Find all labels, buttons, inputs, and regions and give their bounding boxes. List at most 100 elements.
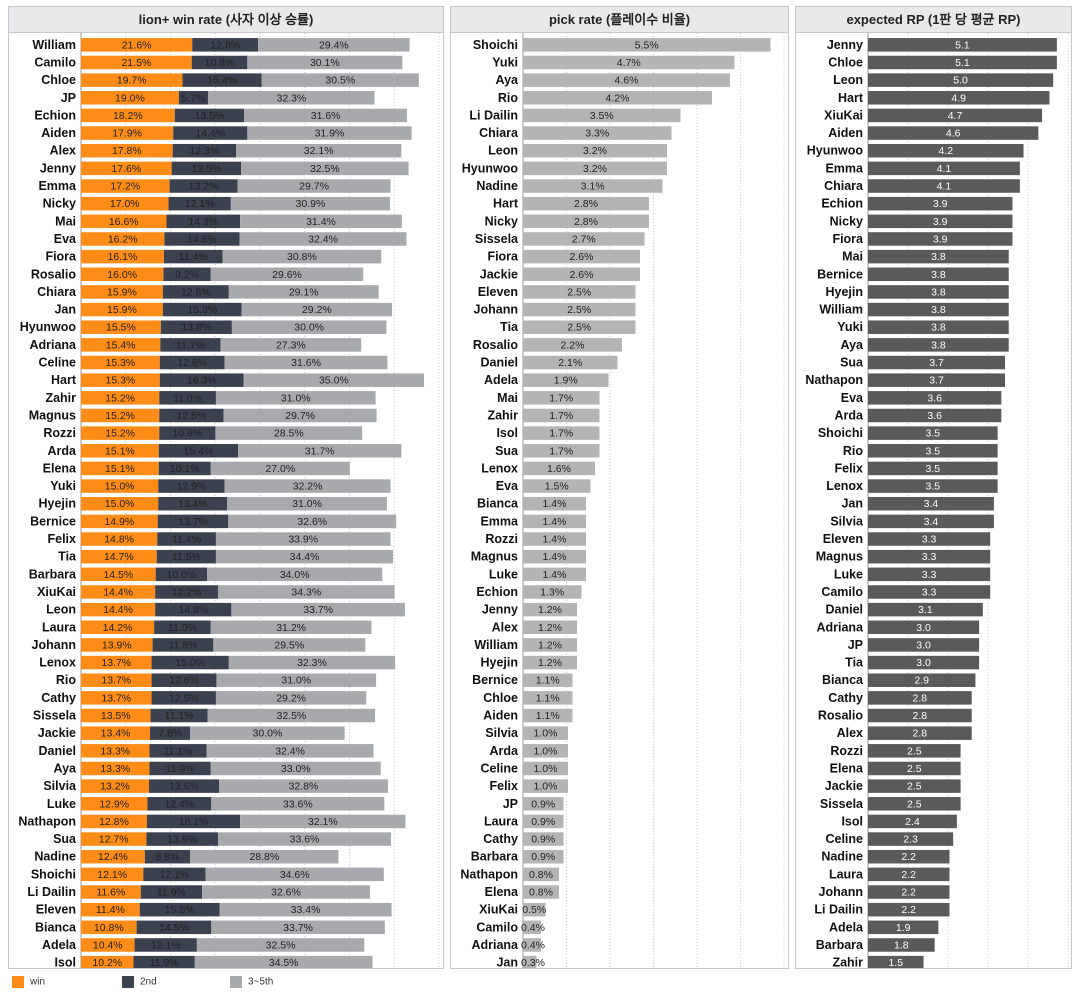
data-label: 17.2%: [110, 181, 140, 193]
bar-expected-rp-zahir: [868, 955, 924, 968]
expected-rp-panel: expected RP (1판 당 평균 RP) Jenny 5.1 Chloe 5.…: [795, 6, 1072, 969]
bar-pick-rate-camilo: [523, 920, 541, 935]
data-label: 3.3: [922, 534, 937, 546]
data-label: 12.8%: [210, 39, 240, 51]
data-label: 2.7%: [572, 233, 596, 245]
category-label: Arda: [835, 408, 865, 422]
data-label: 13.7%: [101, 692, 131, 704]
category-label: XiuKai: [37, 585, 76, 599]
data-label: 16.3%: [187, 375, 217, 387]
data-label: 13.3%: [100, 745, 130, 757]
data-label: 29.6%: [272, 269, 302, 281]
data-label: 13.4%: [178, 498, 208, 510]
data-label: 0.9%: [531, 834, 555, 846]
pick-rate-panel: pick rate (플레이수 비율) Shoichi 5.5% Yuki 4.7% A…: [450, 6, 789, 969]
data-label: 4.2: [938, 145, 953, 157]
data-label: 1.4%: [543, 551, 567, 563]
data-label: 13.7%: [101, 657, 131, 669]
bar-pick-rate-rio: [523, 91, 712, 105]
category-label: Bernice: [817, 267, 863, 281]
data-label: 32.2%: [293, 481, 323, 493]
data-label: 2.1%: [558, 357, 582, 369]
bar-pick-rate-laura: [523, 814, 564, 829]
bar-2nd-magnus: [159, 408, 224, 423]
bar-expected-rp-jan: [868, 496, 994, 511]
bar-2nd-felix: [157, 532, 216, 546]
bar-pick-rate-hart: [523, 196, 649, 211]
bar-expected-rp-william: [868, 302, 1009, 317]
data-label: 2.2: [901, 869, 916, 881]
category-label: Li Dailin: [27, 885, 76, 899]
category-label: Luke: [489, 567, 518, 581]
data-label: 18.2%: [113, 110, 143, 122]
category-label: Isol: [54, 956, 76, 968]
bar-2nd-rosalio: [163, 267, 211, 282]
category-label: Bianca: [35, 920, 77, 934]
data-label: 13.9%: [167, 834, 197, 846]
bar-3-5th-rosalio: [210, 267, 364, 282]
bar-2nd-lenox: [151, 655, 229, 670]
data-label: 32.1%: [304, 145, 334, 157]
bar-3-5th-eleven: [219, 902, 392, 917]
bar-3-5th-emma: [237, 179, 391, 193]
data-label: 3.4: [924, 498, 939, 510]
data-label: 3.9: [933, 198, 948, 210]
data-label: 34.3%: [291, 586, 321, 598]
data-label: 14.3%: [188, 216, 218, 228]
category-label: Sissela: [475, 232, 519, 246]
bar-pick-rate-shoichi: [523, 38, 771, 52]
data-label: 1.7%: [549, 392, 573, 404]
bar-win-felix: [81, 532, 158, 546]
category-label: Camilo: [476, 920, 518, 934]
data-label: 4.1: [937, 181, 952, 193]
bar-win-william: [81, 38, 193, 52]
win-rate-title: lion+ win rate (사자 이상 승률): [9, 7, 443, 33]
bar-pick-rate-hyejin: [523, 655, 577, 670]
data-label: 31.9%: [315, 128, 345, 140]
bar-expected-rp-arda: [868, 408, 1002, 423]
category-label: Sua: [495, 444, 519, 458]
data-label: 11.7%: [176, 339, 205, 351]
data-label: 31.0%: [281, 392, 311, 404]
category-label: Nadine: [34, 850, 76, 864]
data-label: 2.4: [905, 816, 920, 828]
category-label: Fiora: [487, 250, 519, 264]
bar-2nd-li-dailin: [140, 885, 203, 899]
bar-3-5th-xiukai: [217, 585, 395, 599]
category-label: Emma: [480, 514, 519, 528]
data-label: 2.2: [901, 904, 916, 916]
bar-win-hart: [81, 373, 160, 387]
bar-pick-rate-daniel: [523, 355, 618, 370]
category-label: JP: [503, 797, 518, 811]
data-label: 16.0%: [107, 269, 137, 281]
bar-3-5th-chiara: [228, 285, 379, 299]
data-label: 1.4%: [543, 534, 567, 546]
bar-win-jp: [81, 91, 179, 105]
category-label: Alex: [492, 620, 518, 634]
data-label: 31.2%: [276, 622, 306, 634]
legend-swatch-3-5th: [230, 976, 242, 988]
data-label: 10.8%: [205, 57, 235, 69]
data-label: 33.7%: [303, 604, 333, 616]
bar-2nd-laura: [154, 620, 211, 635]
data-label: 1.9: [896, 922, 911, 934]
data-label: 14.2%: [103, 622, 133, 634]
category-label: Hyunwoo: [462, 161, 519, 175]
bar-2nd-camilo: [191, 55, 248, 70]
data-label: 14.4%: [103, 604, 133, 616]
bar-expected-rp-hart: [868, 91, 1050, 105]
bar-2nd-sissela: [150, 708, 208, 723]
category-label: Felix: [48, 532, 77, 546]
bar-3-5th-barbara: [207, 567, 383, 582]
category-label: Eleven: [823, 532, 863, 546]
data-label: 5.0: [953, 75, 968, 87]
bar-3-5th-johann: [213, 638, 366, 652]
category-label: Cathy: [41, 691, 76, 705]
data-label: 12.9%: [177, 481, 207, 493]
bar-expected-rp-rio: [868, 444, 998, 458]
bar-win-rosalio: [81, 267, 164, 282]
data-label: 10.8%: [94, 922, 124, 934]
data-label: 14.9%: [104, 516, 134, 528]
bar-2nd-nadine: [144, 849, 191, 864]
data-label: 2.5%: [567, 322, 591, 334]
